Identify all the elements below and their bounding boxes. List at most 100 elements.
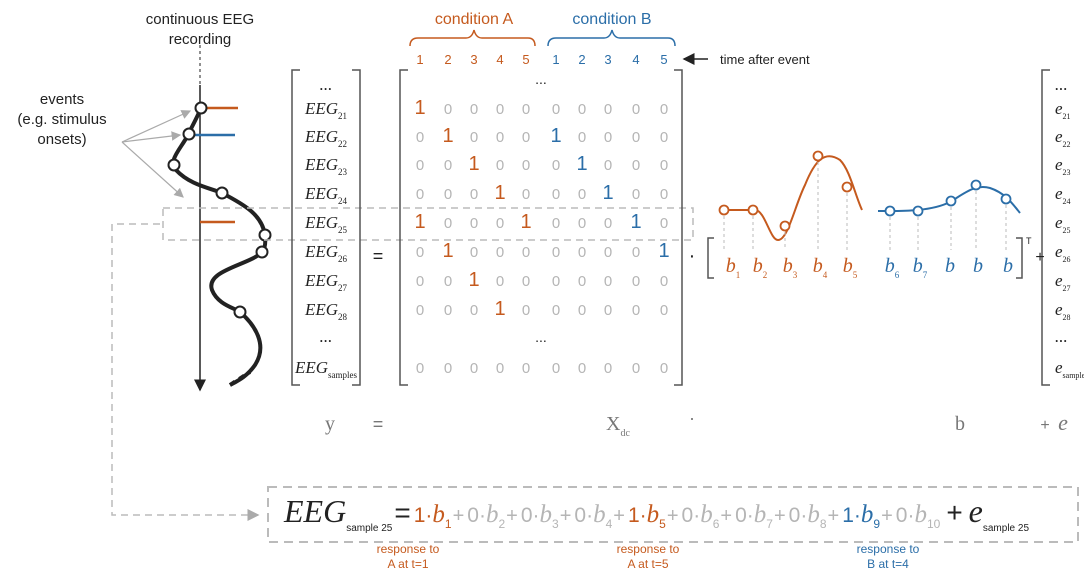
equation-box [267, 486, 1079, 543]
e-entry-sub: 26 [1063, 255, 1071, 264]
matrix-cell: 1 [550, 125, 561, 147]
b-entry-main: b [726, 255, 736, 277]
matrix-cell: 0 [632, 360, 640, 377]
label-x-main: X [606, 413, 621, 435]
matrix-cell: 0 [660, 273, 668, 290]
matrix-cell: 1 [576, 153, 587, 175]
y-entry-sub: 26 [338, 254, 348, 264]
matrix-cell: 0 [522, 129, 530, 146]
eq-var: b [486, 501, 499, 528]
eq-dot: · [693, 504, 700, 527]
matrix-cell: 1 [630, 211, 641, 233]
matrix-cell: 0 [604, 302, 612, 319]
matrix-cell: 0 [632, 157, 640, 174]
eq-var-sub: 8 [820, 517, 827, 531]
matrix-cell: 0 [552, 215, 560, 232]
e-entry: e21 [1055, 99, 1071, 121]
matrix-cell: 0 [552, 157, 560, 174]
lag-label: 4 [632, 52, 639, 67]
matrix-cell: 0 [660, 186, 668, 203]
b-entry: b4 [813, 255, 828, 280]
matrix-cell: 0 [416, 360, 424, 377]
b-entry-sub: 4 [823, 270, 828, 280]
y-entry-sub: 23 [338, 167, 348, 177]
matrix-cell: 0 [578, 273, 586, 290]
e-entry-main: ... [1055, 75, 1068, 94]
matrix-cell: 0 [496, 157, 504, 174]
row-highlight [162, 207, 694, 241]
y-entry-main: EEG [304, 184, 338, 203]
matrix-cell: 0 [444, 302, 452, 319]
b-entry-sub: 3 [793, 270, 798, 280]
matrix-cell: 0 [552, 273, 560, 290]
events-label: events [40, 91, 84, 108]
y-entry: EEG28 [304, 300, 348, 322]
lag-label: 4 [496, 52, 503, 67]
matrix-cell: 0 [632, 244, 640, 261]
matrix-cell: 0 [552, 186, 560, 203]
b-entry-sub: 7 [923, 270, 928, 280]
b-entry-main: b [813, 255, 823, 277]
e-entry-sub: 28 [1063, 313, 1071, 322]
matrix-cell: 0 [660, 157, 668, 174]
eq-equals: = [394, 497, 410, 528]
eq-var: b [914, 501, 927, 528]
e-entry-main: ... [1055, 327, 1068, 346]
matrix-cell: 1 [520, 211, 531, 233]
matrix-cell: 0 [416, 129, 424, 146]
eq-coef: 1 [628, 504, 640, 527]
e-entry-main: e [1055, 184, 1063, 203]
matrix-cell: 0 [578, 302, 586, 319]
eq-dot: · [800, 504, 807, 527]
b-entry: b2 [753, 255, 768, 280]
e-entry-sub: 23 [1063, 168, 1071, 177]
y-entry-sub: 25 [338, 225, 348, 235]
y-entry-sub: 21 [338, 111, 347, 121]
y-entry: EEG26 [304, 242, 348, 264]
eq-coef: 0 [574, 504, 586, 527]
eq-var-sub: 1 [445, 517, 452, 531]
e-entry-main: e [1055, 99, 1063, 118]
matrix-cell: 0 [552, 101, 560, 118]
matrix-cell: 0 [604, 101, 612, 118]
matrix-cell: 0 [604, 244, 612, 261]
matrix-cell: 0 [632, 101, 640, 118]
e-entry-main: e [1055, 213, 1063, 232]
lag-label: 2 [578, 52, 585, 67]
lag-label: 1 [552, 52, 559, 67]
matrix-cell: 0 [470, 360, 478, 377]
y-entry: EEG23 [304, 155, 348, 177]
eq-var-sub: 2 [498, 517, 505, 531]
y-entry-sub: 22 [338, 139, 347, 149]
label-x: Xdc [606, 413, 630, 439]
annotation: A at t=5 [627, 557, 668, 568]
eq-error: e [969, 493, 983, 529]
label-y: y [325, 413, 335, 435]
matrix-cell: 0 [578, 244, 586, 261]
e-entry: e23 [1055, 155, 1071, 177]
transpose: T [1026, 236, 1032, 246]
eq-plus: + [881, 505, 893, 527]
e-entry: esamples [1055, 358, 1084, 380]
eq-var-sub: 5 [659, 517, 666, 531]
matrix-cell: 0 [496, 244, 504, 261]
eq-plus: + [774, 505, 786, 527]
matrix-cell: 1 [414, 97, 425, 119]
b-entry-main: b [945, 255, 955, 277]
e-entry: e22 [1055, 127, 1071, 149]
eq-dot: · [586, 504, 593, 527]
eq-plus: + [560, 505, 572, 527]
matrix-cell: 0 [632, 186, 640, 203]
y-entry: EEGsamples [294, 358, 358, 380]
brackets [291, 29, 1050, 386]
eq-var: b [754, 501, 767, 528]
matrix-cell: 0 [522, 101, 530, 118]
connector [111, 223, 260, 521]
b-entry: b7 [913, 255, 928, 280]
e-entry: e28 [1055, 300, 1071, 322]
y-entry: ... [320, 75, 333, 94]
eeg-trace [121, 45, 272, 392]
b-entry-sub: 2 [763, 270, 768, 280]
e-entry-sub: samples [1063, 371, 1084, 380]
matrix-cell: 0 [470, 101, 478, 118]
